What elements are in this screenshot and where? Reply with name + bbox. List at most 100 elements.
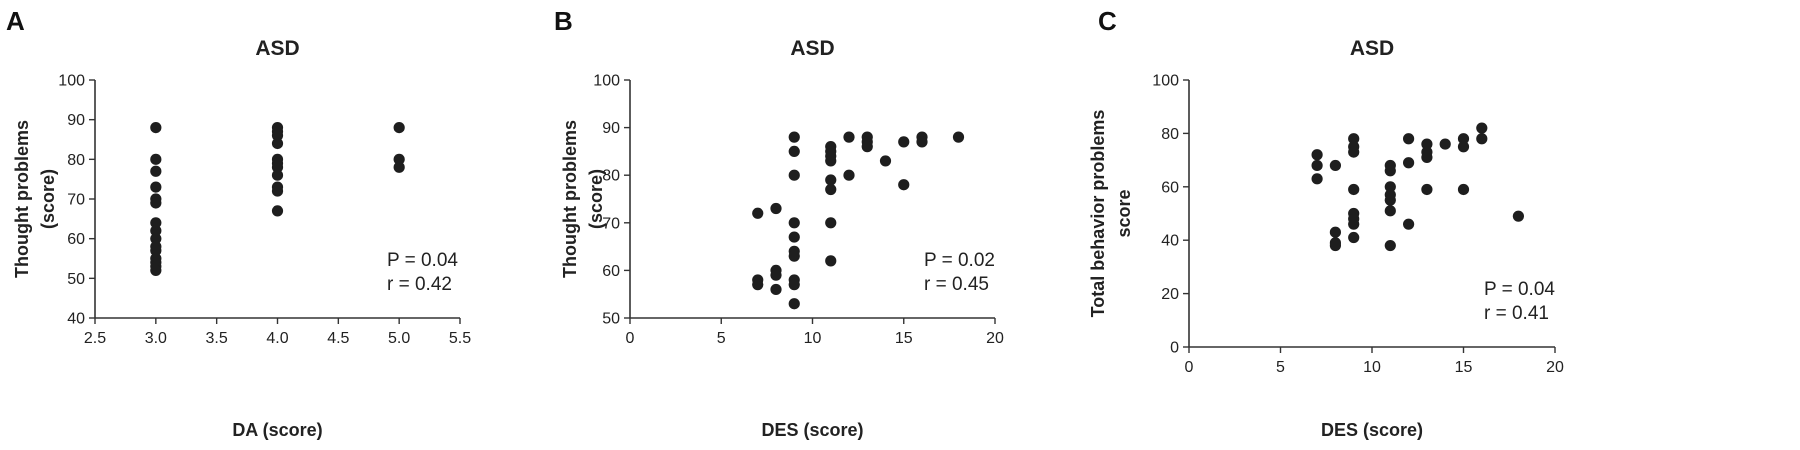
panel-letter: A [6, 6, 25, 36]
panel-letter: B [554, 6, 573, 36]
data-point [271, 129, 284, 142]
data-point [1457, 183, 1470, 196]
data-point [150, 225, 162, 237]
p-value-annotation: P = 0.04 [387, 250, 458, 271]
data-point [1439, 138, 1451, 150]
x-tick-label: 20 [1546, 359, 1564, 376]
data-point [1457, 133, 1470, 145]
data-point [898, 136, 910, 148]
x-axis-label: DA (score) [232, 420, 322, 440]
data-point [393, 122, 405, 134]
panel-letter: C [1098, 6, 1117, 36]
data-point [898, 179, 910, 191]
x-tick-label: 10 [1363, 359, 1381, 376]
data-point [788, 279, 800, 291]
data-point [271, 205, 284, 217]
data-point [1311, 149, 1323, 161]
x-tick-label: 5.0 [388, 330, 410, 347]
y-tick-label: 90 [67, 112, 85, 129]
y-tick-label: 60 [602, 263, 620, 280]
data-point [879, 155, 892, 167]
data-point [1421, 151, 1433, 164]
y-tick-label: 60 [67, 231, 85, 248]
data-point [1329, 226, 1341, 238]
data-point [1512, 210, 1524, 222]
data-point [393, 161, 405, 173]
y-tick-label: 80 [67, 152, 85, 169]
data-point [752, 279, 764, 291]
data-point [770, 202, 782, 215]
p-value-annotation: P = 0.04 [1484, 279, 1555, 300]
data-point [1384, 205, 1396, 217]
data-point [393, 153, 405, 165]
data-point [150, 153, 162, 165]
x-tick-label: 4.5 [327, 330, 349, 347]
y-axis-label-line1: Thought problems [560, 120, 580, 278]
y-axis-label-line1: Thought problems [12, 120, 32, 278]
x-tick-label: 3.5 [206, 330, 228, 347]
data-point [1403, 133, 1415, 145]
data-point [150, 264, 162, 276]
data-point [1476, 122, 1488, 134]
data-point [1384, 165, 1396, 177]
data-point [916, 136, 928, 148]
chart-title: ASD [790, 37, 834, 60]
data-point [843, 169, 855, 181]
x-tick-label: 5.5 [449, 330, 471, 347]
x-tick-label: 3.0 [145, 330, 167, 347]
data-point [788, 145, 800, 157]
data-point [1348, 133, 1360, 145]
r-value-annotation: r = 0.41 [1484, 303, 1549, 324]
data-point [825, 217, 837, 229]
y-tick-label: 50 [602, 311, 620, 328]
data-point [150, 244, 162, 257]
y-tick-label: 40 [1161, 233, 1179, 250]
y-tick-label: 80 [1161, 126, 1179, 143]
data-point [1311, 159, 1323, 172]
data-point [271, 185, 284, 197]
x-tick-label: 5 [1276, 359, 1285, 376]
y-tick-label: 70 [67, 192, 85, 209]
r-value-annotation: r = 0.45 [924, 274, 989, 295]
data-point [271, 161, 284, 173]
data-point [271, 137, 284, 150]
data-point [150, 181, 162, 193]
data-point [788, 217, 800, 229]
x-tick-label: 0 [626, 330, 635, 347]
data-point [1476, 133, 1488, 145]
data-point [1403, 218, 1415, 230]
data-point [150, 233, 162, 245]
data-point [1348, 231, 1360, 244]
data-point [1457, 141, 1470, 153]
data-point [150, 165, 162, 177]
y-axis-label-line1: Total behavior problems [1088, 110, 1108, 318]
data-point [1421, 138, 1433, 150]
y-tick-label: 70 [602, 215, 620, 232]
r-value-annotation: r = 0.42 [387, 274, 452, 295]
y-tick-label: 50 [67, 271, 85, 288]
x-axis-label: DES (score) [761, 420, 863, 440]
data-point [1311, 173, 1323, 185]
data-point [1348, 218, 1360, 230]
y-tick-label: 80 [602, 168, 620, 185]
data-point [788, 169, 800, 181]
data-point [1384, 239, 1396, 252]
x-axis-label: DES (score) [1321, 420, 1423, 440]
chart-panel-a: A ASD 40 50 60 70 80 90 100 2.5 3.0 3.5 4.0 4.5 5.0 5.5… [6, 6, 471, 440]
chart-title: ASD [255, 37, 299, 60]
data-point [1403, 157, 1415, 169]
data-point [825, 174, 837, 186]
data-point [1348, 146, 1360, 158]
data-point [861, 141, 873, 153]
data-point [825, 255, 837, 267]
y-tick-label: 90 [602, 120, 620, 137]
data-point [1329, 239, 1341, 252]
data-point [752, 207, 764, 219]
data-point [825, 183, 837, 196]
x-tick-label: 2.5 [84, 330, 106, 347]
y-tick-label: 20 [1161, 286, 1179, 303]
data-point [271, 169, 284, 181]
x-tick-label: 4.0 [266, 330, 288, 347]
x-tick-label: 5 [717, 330, 726, 347]
